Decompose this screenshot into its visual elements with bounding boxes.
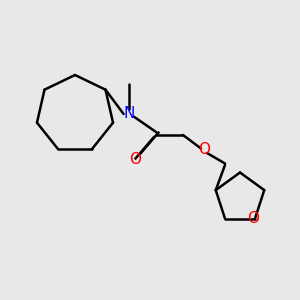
Text: N: N [123, 106, 135, 122]
Text: O: O [248, 211, 260, 226]
Text: O: O [198, 142, 210, 158]
Text: O: O [129, 152, 141, 166]
